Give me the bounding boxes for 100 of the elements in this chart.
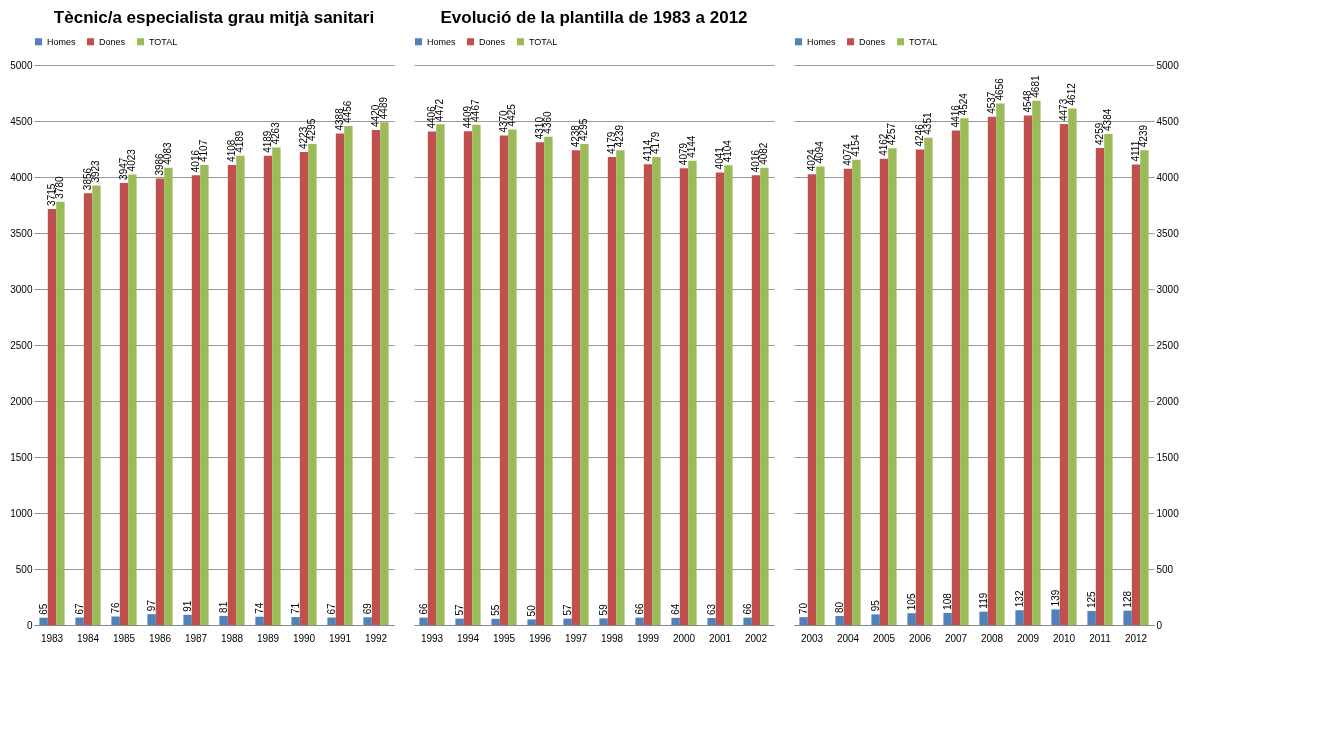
bar	[987, 116, 997, 625]
legend-label: Dones	[479, 36, 506, 47]
data-label: 4612	[1066, 82, 1078, 106]
data-label: 4388	[334, 107, 345, 131]
data-label: 4409	[462, 105, 473, 129]
data-label: 4246	[914, 123, 925, 147]
bar	[816, 166, 825, 625]
chart-title: Evolució de la plantilla de 1983 a 2012	[440, 8, 748, 27]
data-label: 4489	[378, 96, 390, 120]
x-tick-label: 2006	[908, 632, 932, 644]
x-tick-label: 1990	[292, 632, 316, 644]
bar	[852, 159, 861, 625]
bar	[219, 615, 228, 625]
bar	[799, 617, 808, 625]
y2-tick-label: 0	[1156, 619, 1163, 631]
bar	[291, 617, 300, 625]
bar	[227, 164, 237, 625]
bar	[835, 616, 844, 625]
bar	[128, 174, 137, 625]
bar	[888, 148, 897, 625]
data-label: 4473	[1058, 98, 1069, 122]
data-label: 3947	[118, 157, 129, 180]
bar	[943, 612, 952, 625]
bar	[1051, 609, 1060, 625]
bar	[155, 178, 165, 625]
data-label: 4420	[370, 104, 381, 127]
data-label: 69	[361, 602, 373, 615]
data-label: 67	[73, 602, 85, 615]
y2-tick-label: 4000	[1156, 171, 1180, 183]
y-tick-label: 4500	[10, 115, 33, 127]
x-tick-label: 2011	[1089, 632, 1112, 644]
data-label: 139	[1049, 589, 1061, 607]
bar	[688, 160, 697, 625]
bar	[371, 129, 381, 625]
y-tick-label: 0	[26, 619, 33, 631]
data-label: 4108	[226, 139, 237, 162]
data-label: 4456	[342, 100, 354, 123]
data-label: 4370	[498, 109, 509, 133]
bar	[760, 167, 769, 625]
bar	[455, 618, 464, 625]
data-label: 4074	[842, 143, 853, 166]
bar	[535, 142, 545, 625]
data-label: 4179	[650, 131, 662, 154]
data-label: 4016	[750, 149, 761, 173]
x-tick-label: 1989	[256, 632, 280, 644]
x-tick-label: 1992	[364, 632, 388, 644]
bar	[924, 137, 933, 625]
data-label: 105	[905, 593, 917, 611]
data-label: 4472	[434, 98, 446, 122]
y-tick-label: 2000	[10, 395, 33, 407]
y2-tick-label: 2500	[1156, 339, 1180, 351]
data-label: 4094	[814, 140, 826, 164]
bar	[436, 124, 445, 625]
bar	[164, 167, 173, 625]
data-label: 4111	[1130, 140, 1141, 162]
bar	[327, 617, 336, 625]
bar	[951, 130, 961, 625]
bar	[879, 158, 889, 625]
data-label: 4238	[570, 124, 581, 148]
bar	[463, 131, 473, 625]
x-tick-label: 2010	[1052, 632, 1076, 644]
data-label: 4425	[506, 103, 518, 127]
bar	[380, 122, 389, 625]
bar	[1087, 611, 1096, 625]
data-label: 64	[669, 603, 681, 615]
data-label: 4360	[542, 111, 554, 134]
bar	[643, 164, 653, 625]
bar	[419, 617, 428, 625]
bar	[843, 168, 853, 625]
data-label: 4263	[270, 121, 282, 145]
bar	[272, 147, 281, 625]
data-label: 63	[705, 603, 717, 615]
x-tick-label: 1997	[564, 632, 588, 644]
bar	[979, 611, 988, 625]
data-label: 108	[941, 592, 953, 610]
data-label: 4351	[922, 112, 934, 135]
x-tick-label: 2003	[800, 632, 824, 644]
y2-tick-label: 500	[1156, 563, 1174, 575]
data-label: 3923	[90, 159, 102, 183]
x-tick-label: 2005	[872, 632, 896, 644]
data-label: 4467	[470, 99, 482, 122]
bar	[807, 174, 817, 625]
y-tick-label: 500	[15, 563, 33, 575]
bar	[111, 616, 120, 625]
data-label: 4223	[298, 126, 309, 150]
legend-label: TOTAL	[909, 36, 938, 47]
data-label: 4295	[306, 118, 318, 141]
bar	[580, 143, 589, 625]
bar	[607, 156, 617, 625]
x-tick-label: 1998	[600, 632, 624, 644]
data-label: 4114	[642, 139, 653, 162]
data-label: 4189	[262, 130, 273, 153]
bar	[299, 152, 309, 625]
y-tick-label: 1000	[10, 507, 33, 519]
y-tick-label: 3500	[10, 227, 33, 239]
x-tick-label: 2002	[744, 632, 768, 644]
data-label: 65	[37, 603, 49, 615]
bar	[907, 613, 916, 625]
data-label: 4406	[426, 105, 437, 129]
data-label: 3856	[82, 167, 93, 191]
